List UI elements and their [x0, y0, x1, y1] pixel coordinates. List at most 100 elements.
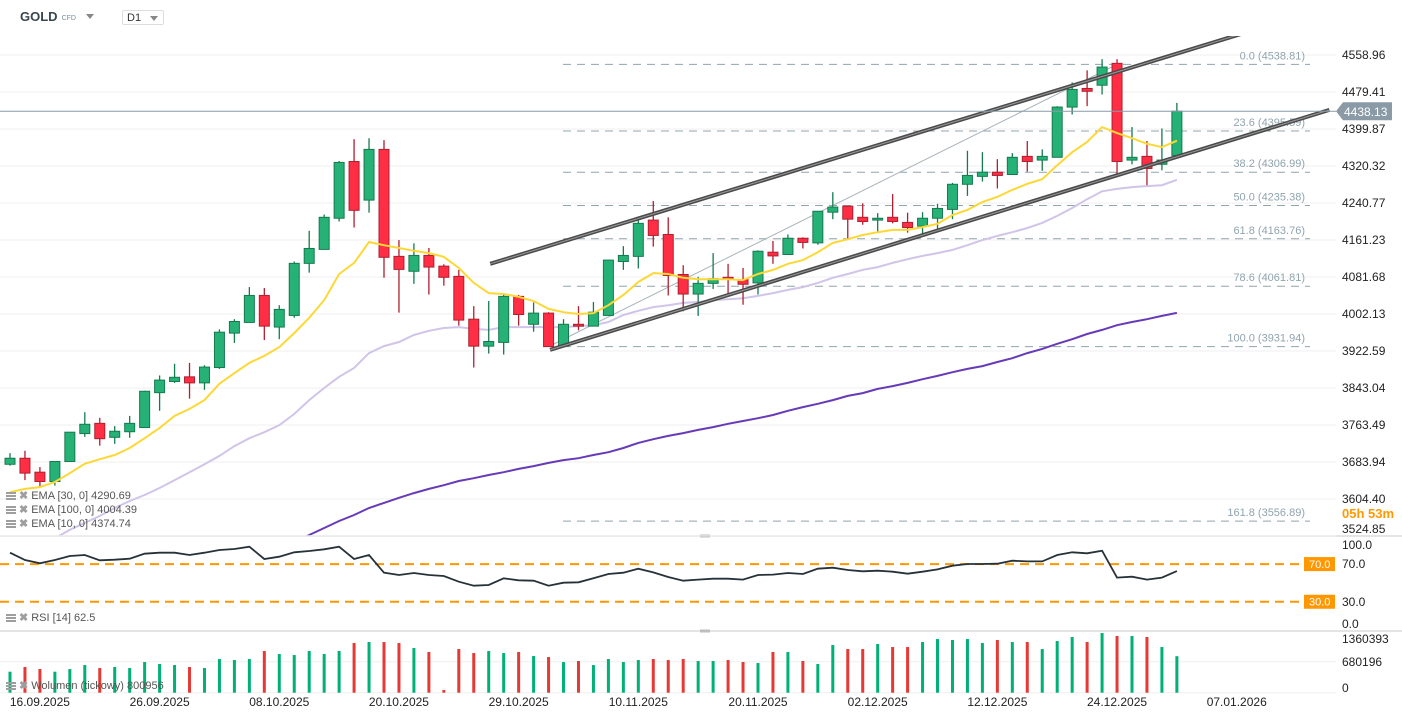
volume-bar[interactable]	[337, 651, 341, 693]
volume-bar[interactable]	[936, 639, 940, 693]
candle[interactable]	[932, 203, 944, 231]
volume-bar[interactable]	[861, 649, 865, 693]
candle[interactable]	[1036, 149, 1048, 171]
volume-bar[interactable]	[786, 652, 790, 693]
volume-bar[interactable]	[128, 668, 132, 693]
volume-bar[interactable]	[921, 642, 925, 693]
close-icon[interactable]: ✖	[19, 612, 29, 624]
volume-bar[interactable]	[382, 642, 386, 693]
volume-bar[interactable]	[906, 647, 910, 693]
volume-bar[interactable]	[322, 654, 326, 693]
close-icon[interactable]: ✖	[19, 518, 29, 530]
menu-icon[interactable]	[6, 491, 16, 500]
candle[interactable]	[513, 294, 525, 326]
candle[interactable]	[812, 210, 824, 245]
volume-bar[interactable]	[202, 668, 206, 693]
volume-bar[interactable]	[113, 667, 117, 693]
menu-icon[interactable]	[6, 505, 16, 514]
candle[interactable]	[797, 237, 809, 249]
volume-bar[interactable]	[292, 655, 296, 693]
volume-bar[interactable]	[247, 659, 251, 693]
candle[interactable]	[767, 241, 779, 264]
close-icon[interactable]: ✖	[19, 490, 29, 502]
candle[interactable]	[393, 240, 405, 313]
volume-bar[interactable]	[980, 643, 984, 693]
candle[interactable]	[109, 426, 121, 444]
volume-bar[interactable]	[711, 661, 715, 693]
symbol-selector[interactable]: GOLD CFD	[20, 9, 94, 24]
volume-bar[interactable]	[232, 660, 236, 693]
candle[interactable]	[946, 182, 958, 220]
chevron-down-icon[interactable]	[150, 16, 158, 21]
candle[interactable]	[34, 467, 46, 488]
volume-bar[interactable]	[143, 662, 147, 693]
volume-bar[interactable]	[681, 659, 685, 693]
menu-icon[interactable]	[6, 681, 16, 690]
candle[interactable]	[318, 214, 330, 250]
candle[interactable]	[1141, 141, 1153, 186]
candle[interactable]	[1021, 141, 1033, 172]
candle[interactable]	[333, 161, 345, 222]
candle[interactable]	[1006, 153, 1018, 176]
candle[interactable]	[273, 305, 285, 340]
timeframe-select[interactable]: D1	[122, 10, 164, 25]
volume-bar[interactable]	[995, 640, 999, 693]
candle[interactable]	[438, 264, 450, 286]
volume-bar[interactable]	[651, 659, 655, 693]
volume-bar[interactable]	[352, 643, 356, 693]
candle[interactable]	[348, 139, 360, 228]
candle[interactable]	[228, 319, 240, 343]
panel-resize-handle[interactable]	[700, 629, 710, 633]
candle[interactable]	[976, 152, 988, 182]
candle[interactable]	[64, 431, 76, 462]
candle[interactable]	[154, 375, 166, 411]
candle[interactable]	[647, 201, 659, 247]
volume-bar[interactable]	[771, 652, 775, 693]
volume-bar[interactable]	[1160, 647, 1164, 693]
volume-bar[interactable]	[457, 649, 461, 693]
candle[interactable]	[4, 453, 16, 466]
volume-bar[interactable]	[412, 648, 416, 693]
volume-bar[interactable]	[502, 653, 506, 693]
candle[interactable]	[483, 301, 495, 354]
volume-bar[interactable]	[262, 651, 266, 693]
candle[interactable]	[243, 287, 255, 323]
candle[interactable]	[169, 363, 181, 383]
candle[interactable]	[198, 365, 210, 390]
volume-bar[interactable]	[98, 668, 102, 693]
volume-bar[interactable]	[547, 657, 551, 693]
volume-bar[interactable]	[636, 660, 640, 693]
candle[interactable]	[139, 390, 151, 429]
candle[interactable]	[124, 415, 136, 438]
volume-bar[interactable]	[831, 645, 835, 693]
candle[interactable]	[827, 192, 839, 220]
volume-bar[interactable]	[1040, 649, 1044, 693]
candle[interactable]	[378, 140, 390, 278]
volume-bar[interactable]	[1055, 641, 1059, 693]
candle[interactable]	[94, 417, 106, 446]
volume-bar[interactable]	[1085, 642, 1089, 693]
candle[interactable]	[632, 217, 644, 269]
volume-bar[interactable]	[188, 667, 192, 693]
candle[interactable]	[79, 412, 91, 437]
candle[interactable]	[19, 450, 31, 481]
volume-bar[interactable]	[158, 664, 162, 693]
volume-bar[interactable]	[816, 664, 820, 693]
volume-bar[interactable]	[965, 639, 969, 693]
candle[interactable]	[707, 253, 719, 289]
volume-bar[interactable]	[950, 640, 954, 693]
volume-bar[interactable]	[427, 652, 431, 693]
volume-bar[interactable]	[726, 660, 730, 693]
candle[interactable]	[572, 306, 584, 331]
volume-bar[interactable]	[741, 662, 745, 693]
candle[interactable]	[662, 217, 674, 296]
candle[interactable]	[528, 302, 540, 332]
candle[interactable]	[961, 150, 973, 196]
volume-bar[interactable]	[38, 669, 42, 693]
candle[interactable]	[468, 306, 480, 368]
volume-bar[interactable]	[1145, 637, 1149, 693]
volume-bar[interactable]	[1130, 636, 1134, 693]
volume-bar[interactable]	[53, 671, 57, 693]
volume-bar[interactable]	[1010, 642, 1014, 693]
